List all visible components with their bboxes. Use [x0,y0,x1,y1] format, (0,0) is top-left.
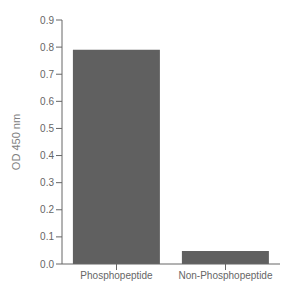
svg-text:Non-Phosphopeptide: Non-Phosphopeptide [179,270,273,281]
svg-text:0.2: 0.2 [40,204,54,215]
svg-text:0.9: 0.9 [40,15,54,26]
svg-text:0.8: 0.8 [40,42,54,53]
svg-text:OD 450 nm: OD 450 nm [10,114,22,170]
svg-text:0.3: 0.3 [40,177,54,188]
svg-text:0.4: 0.4 [40,150,54,161]
svg-text:0.7: 0.7 [40,69,54,80]
svg-text:0.5: 0.5 [40,123,54,134]
svg-text:0.1: 0.1 [40,231,54,242]
svg-text:Phosphopeptide: Phosphopeptide [80,270,153,281]
svg-text:0.6: 0.6 [40,96,54,107]
svg-text:0.0: 0.0 [40,259,54,270]
